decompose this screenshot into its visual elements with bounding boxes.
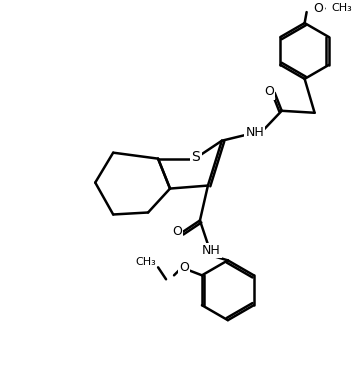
Text: S: S bbox=[192, 150, 200, 164]
Text: O: O bbox=[179, 261, 189, 274]
Text: O: O bbox=[314, 2, 324, 14]
Text: NH: NH bbox=[245, 126, 264, 139]
Text: O: O bbox=[264, 86, 274, 98]
Text: O: O bbox=[172, 225, 182, 238]
Text: NH: NH bbox=[202, 244, 220, 257]
Text: CH₃: CH₃ bbox=[136, 257, 156, 268]
Text: CH₃: CH₃ bbox=[332, 3, 352, 13]
